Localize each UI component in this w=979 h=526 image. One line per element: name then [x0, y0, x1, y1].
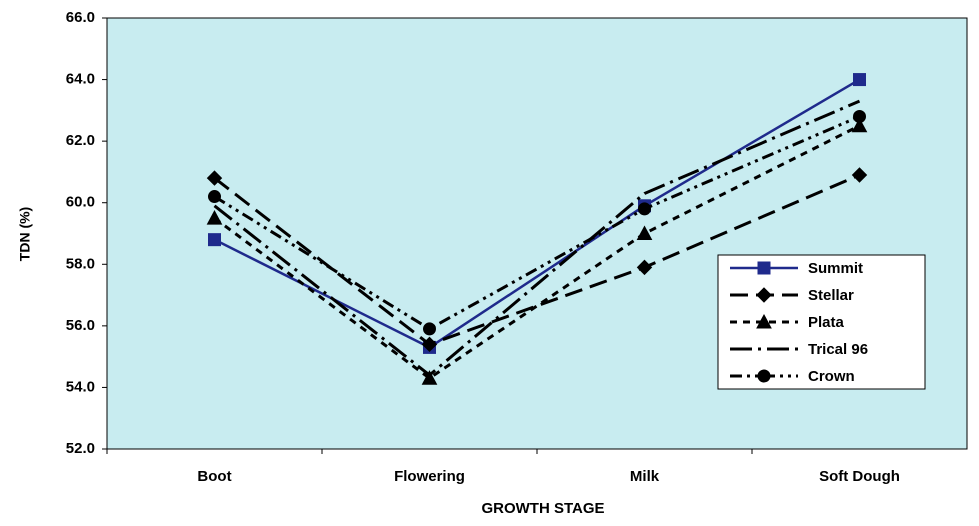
marker: [208, 190, 221, 204]
legend-label: Plata: [808, 314, 845, 331]
y-tick-label: 64.0: [66, 71, 95, 88]
x-tick-label: Milk: [630, 468, 660, 485]
y-tick-label: 66.0: [66, 9, 95, 26]
legend-label: Trical 96: [808, 341, 868, 358]
legend-label: Crown: [808, 368, 855, 385]
marker: [851, 167, 868, 183]
y-tick-label: 56.0: [66, 317, 95, 334]
x-tick-label: Soft Dough: [819, 468, 900, 485]
y-axis-title: TDN (%): [17, 207, 33, 261]
marker: [756, 287, 772, 303]
marker: [756, 313, 772, 329]
marker: [638, 202, 651, 216]
y-tick-label: 60.0: [66, 194, 95, 211]
marker: [421, 370, 438, 385]
series-line: [213, 124, 861, 381]
y-tick-label: 52.0: [66, 440, 95, 457]
marker: [636, 225, 653, 240]
marker: [757, 261, 771, 275]
marker: [853, 73, 866, 87]
marker: [851, 117, 868, 133]
marker: [423, 322, 436, 336]
legend: Summit Stellar Plata Trical 96 Crown: [717, 254, 926, 390]
y-tick-label: 58.0: [66, 255, 95, 272]
legend-label: Stellar: [808, 287, 854, 304]
series-line: [213, 78, 861, 349]
legend-label: Summit: [808, 260, 863, 277]
marker: [208, 233, 221, 247]
series-line: [213, 99, 861, 378]
x-tick-label: Boot: [197, 468, 231, 485]
x-tick-label: Flowering: [394, 468, 465, 485]
series-line: [213, 115, 861, 331]
y-tick-label: 54.0: [66, 378, 95, 395]
marker: [757, 369, 771, 383]
marker: [206, 210, 223, 225]
y-tick-label: 62.0: [66, 132, 95, 149]
marker: [853, 110, 866, 124]
x-axis-title: GROWTH STAGE: [481, 500, 604, 517]
marker: [636, 259, 653, 276]
marker: [206, 170, 223, 186]
legend-box: [717, 254, 926, 390]
marker: [421, 336, 438, 353]
